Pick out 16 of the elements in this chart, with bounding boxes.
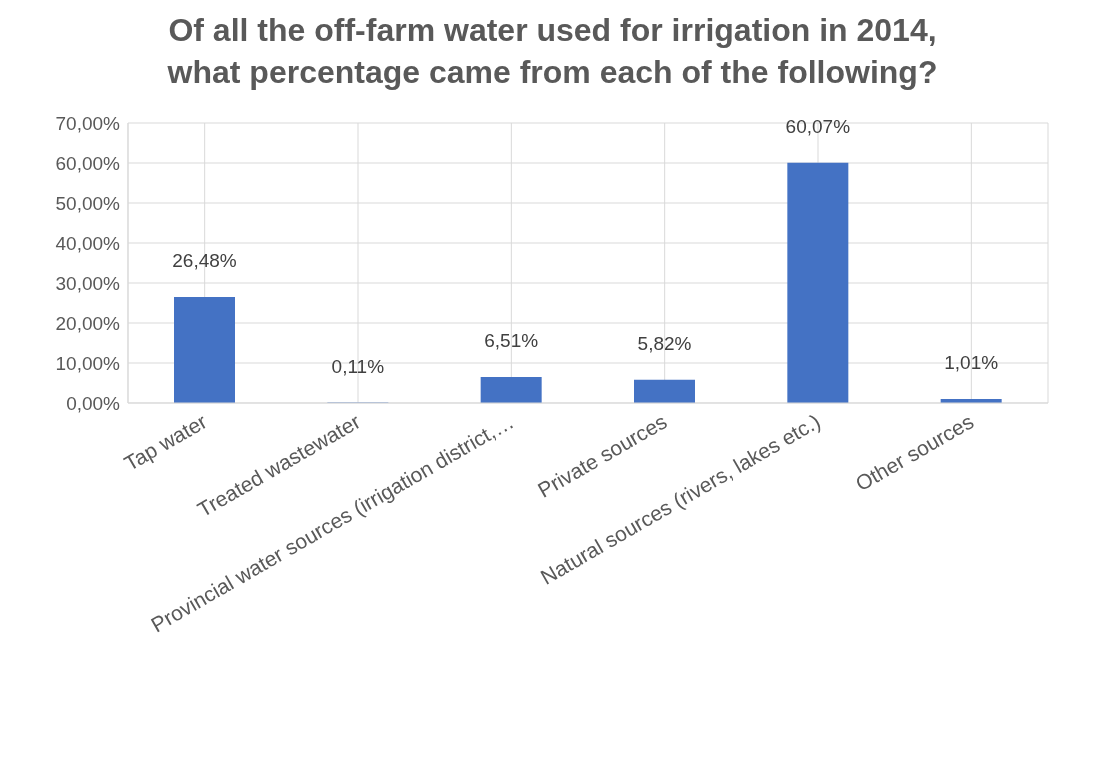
data-label: 1,01% xyxy=(944,352,999,374)
y-tick-label: 10,00% xyxy=(55,352,121,374)
y-tick-label: 40,00% xyxy=(55,232,121,254)
y-tick-label: 50,00% xyxy=(55,192,121,214)
x-tick-label: Tap water xyxy=(120,409,211,476)
data-label: 26,48% xyxy=(172,250,237,272)
chart-title: Of all the off-farm water used for irrigation in 2014, what percentage came from each of the following? xyxy=(166,11,939,92)
y-tick-label: 20,00% xyxy=(55,312,121,334)
data-label: 5,82% xyxy=(637,332,692,354)
data-label: 60,07% xyxy=(785,115,851,137)
data-label: 0,11% xyxy=(331,355,385,377)
y-tick-label: 30,00% xyxy=(55,272,121,294)
data-label: 6,51% xyxy=(484,330,539,352)
y-tick-label: 60,00% xyxy=(55,152,121,174)
y-tick-label: 70,00% xyxy=(55,112,121,134)
y-tick-label: 0,00% xyxy=(66,392,121,414)
